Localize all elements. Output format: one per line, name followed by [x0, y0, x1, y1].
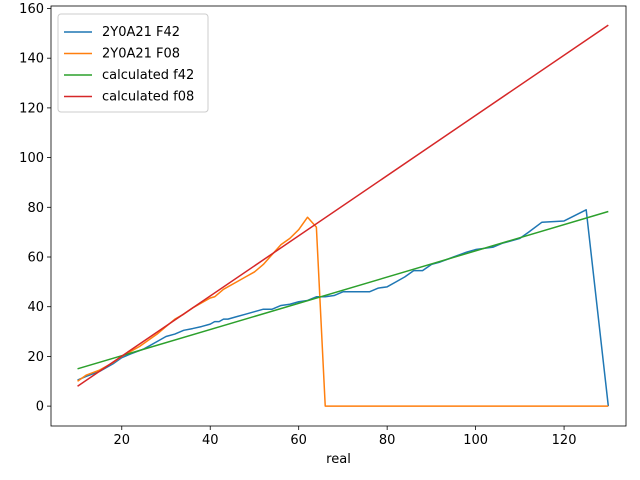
- x-axis: 20 40 60 80 100 120: [113, 426, 576, 448]
- legend-entry: 2Y0A21 F42: [102, 25, 180, 40]
- legend-box: [57, 13, 209, 113]
- y-tick-label: 140: [19, 52, 44, 67]
- y-tick-label: 60: [27, 251, 44, 266]
- legend-entry: calculated f42: [102, 68, 194, 83]
- series-layer: [77, 24, 610, 407]
- series-line-3: [77, 24, 609, 387]
- y-tick-label: 100: [19, 151, 44, 166]
- x-tick-label: 60: [290, 433, 307, 448]
- y-tick-label: 40: [27, 300, 44, 315]
- y-tick-label: 80: [27, 201, 44, 216]
- legend-entry: 2Y0A21 F08: [102, 47, 180, 62]
- x-tick-label: 100: [463, 433, 488, 448]
- x-tick-label: 20: [113, 433, 130, 448]
- y-tick-label: 160: [19, 2, 44, 17]
- x-tick-label: 40: [202, 433, 219, 448]
- y-axis: 0 20 40 60 80 100 120 140 160: [19, 2, 51, 415]
- x-tick-label: 80: [379, 433, 396, 448]
- series-line-0: [77, 209, 610, 407]
- series-line-1: [77, 216, 609, 407]
- x-tick-label: 120: [552, 433, 577, 448]
- legend-entry: calculated f08: [102, 90, 194, 105]
- plot-frame: [50, 5, 627, 427]
- x-axis-label: real: [326, 452, 351, 467]
- y-tick-label: 120: [19, 101, 44, 116]
- y-tick-label: 0: [36, 400, 44, 415]
- legend: 2Y0A21 F42 2Y0A21 F08 calculated f42 calcul…: [57, 13, 209, 113]
- series-line-2: [77, 210, 609, 370]
- y-tick-label: 20: [27, 350, 44, 365]
